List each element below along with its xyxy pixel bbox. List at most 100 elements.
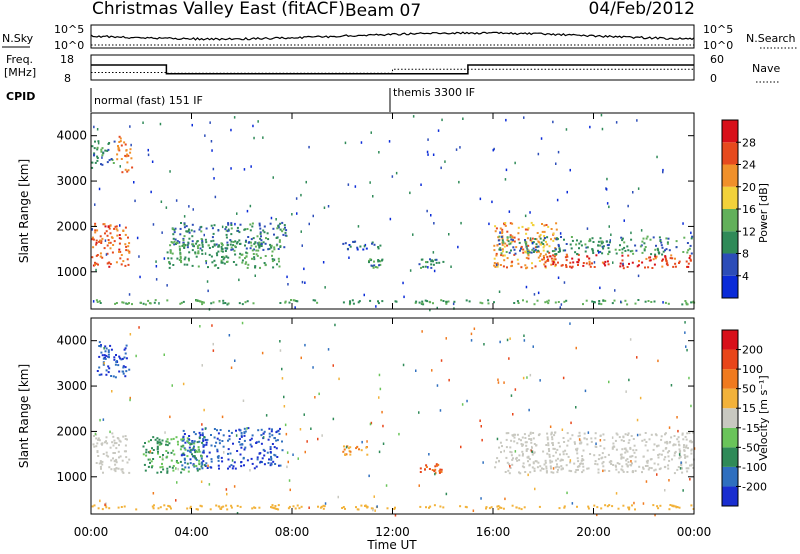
power-cell xyxy=(230,240,233,243)
power-speckle-cell xyxy=(104,239,107,242)
velocity-cell xyxy=(165,508,168,511)
power-cell xyxy=(527,257,530,260)
power-cell xyxy=(91,145,94,148)
power-speckle-cell xyxy=(286,275,288,279)
velocity-cell xyxy=(281,440,283,443)
velocity-cell xyxy=(142,453,145,456)
power-speckle-cell xyxy=(347,183,350,186)
velocity-cell xyxy=(644,432,647,434)
power-cell xyxy=(232,261,235,263)
velocity-cell xyxy=(545,470,548,473)
velocity-cell xyxy=(537,461,540,464)
velocity-cell xyxy=(256,456,259,459)
power-speckle-cell xyxy=(614,289,616,292)
velocity-cell xyxy=(251,462,254,465)
velocity-cell xyxy=(186,462,189,465)
power-cell xyxy=(577,258,580,261)
power-speckle-cell xyxy=(155,278,158,281)
power-cell xyxy=(479,301,482,304)
velocity-cell xyxy=(125,344,128,347)
velocity-cell xyxy=(507,432,510,435)
power-cell xyxy=(602,247,605,250)
power-speckle-cell xyxy=(301,244,303,247)
power-cell xyxy=(660,244,663,247)
power-cell xyxy=(638,260,640,263)
power-cell xyxy=(101,163,104,166)
velocity-cell xyxy=(204,439,207,441)
power-cell xyxy=(271,258,274,261)
velocity-cell xyxy=(671,458,673,461)
velocity-swatch xyxy=(722,466,738,487)
velocity-speckle-cell xyxy=(378,450,381,454)
power-cell xyxy=(197,252,200,255)
velocity-cell xyxy=(277,504,280,507)
velocity-speckle-cell xyxy=(693,447,696,450)
power-speckle-cell xyxy=(163,257,166,260)
power-cell xyxy=(689,259,692,262)
power-cell xyxy=(621,254,624,257)
velocity-cell xyxy=(170,459,173,462)
velocity-cell xyxy=(563,505,566,508)
velocity-cell xyxy=(628,508,631,511)
power-cell xyxy=(220,259,223,262)
velocity-cell xyxy=(124,352,127,355)
velocity-speckle-cell xyxy=(149,450,152,453)
power-cell xyxy=(208,247,211,249)
velocity-cell xyxy=(220,456,223,459)
power-cell xyxy=(442,300,445,302)
power-region xyxy=(91,140,116,169)
velocity-speckle-cell xyxy=(636,418,639,422)
velocity-cell xyxy=(183,457,186,460)
velocity-speckle-cell xyxy=(682,489,684,492)
power-cell xyxy=(678,262,680,264)
power-cell xyxy=(101,256,104,259)
power-cell xyxy=(207,244,210,247)
power-cell xyxy=(199,300,202,303)
velocity-cell xyxy=(104,441,106,444)
power-cell xyxy=(171,228,174,231)
power-cell xyxy=(354,240,357,243)
velocity-cell xyxy=(604,504,607,507)
power-cell xyxy=(683,236,686,239)
velocity-cell xyxy=(556,465,559,468)
velocity-cell xyxy=(676,438,679,441)
power-cell xyxy=(201,252,204,255)
velocity-cell xyxy=(529,431,532,434)
power-cell xyxy=(197,247,199,250)
power-cell xyxy=(588,240,591,243)
power-cell xyxy=(96,229,99,232)
nsky-panel: N.Sky 10^5 10^0 10^5 10^0 N.Search xyxy=(2,23,798,52)
power-speckle-cell xyxy=(499,231,501,234)
power-speckle-cell xyxy=(523,116,525,119)
velocity-cell xyxy=(607,453,610,456)
power-cell xyxy=(121,171,124,174)
velocity-cell xyxy=(529,471,532,474)
nsearch-tick-bottom: 10^0 xyxy=(703,39,733,52)
power-cell xyxy=(191,235,194,238)
velocity-colorbar-tick-label: -200 xyxy=(742,480,767,493)
power-cell xyxy=(604,264,607,267)
power-speckle-cell xyxy=(357,225,360,228)
velocity-cell xyxy=(191,448,194,451)
velocity-cell xyxy=(239,443,242,446)
velocity-cell xyxy=(521,465,524,468)
velocity-cell xyxy=(547,448,550,450)
power-cell xyxy=(684,300,687,302)
velocity-cell xyxy=(548,455,551,458)
power-cell xyxy=(379,244,382,247)
velocity-cell xyxy=(594,460,597,463)
power-cell xyxy=(229,243,232,246)
power-cell xyxy=(120,263,123,266)
power-speckle-cell xyxy=(300,193,302,197)
velocity-speckle xyxy=(94,321,696,517)
power-cell xyxy=(273,246,276,249)
velocity-cell xyxy=(115,447,118,450)
velocity-colorbar-tick-label: 50 xyxy=(742,383,756,396)
velocity-cell xyxy=(124,438,127,440)
power-speckle-cell xyxy=(133,181,135,184)
power-cell xyxy=(149,302,152,305)
power-speckle-cell xyxy=(301,280,304,284)
velocity-cell xyxy=(143,463,146,466)
power-cell xyxy=(543,235,546,237)
power-cell xyxy=(487,302,490,305)
